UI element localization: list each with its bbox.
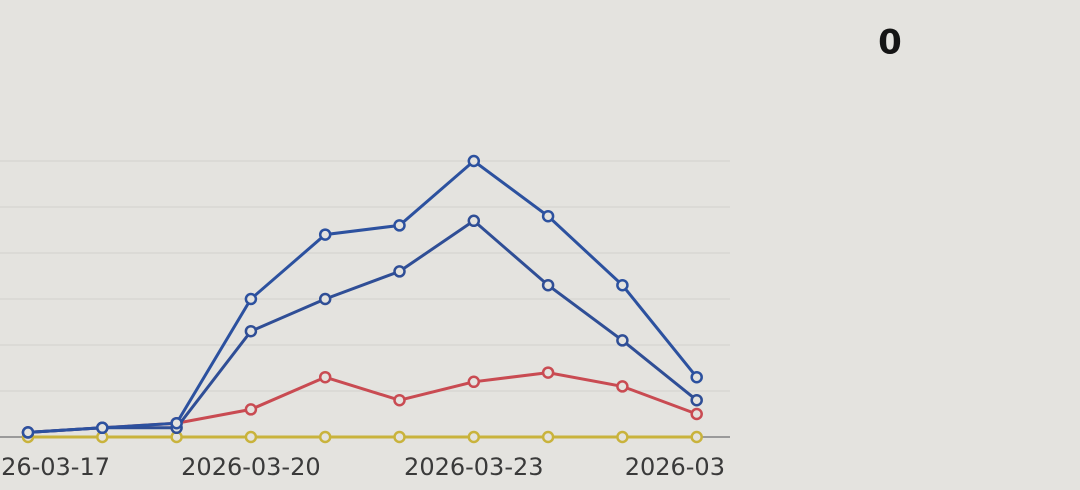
data-point (170, 416, 183, 430)
data-point (616, 380, 629, 393)
corner-value: 0 (878, 23, 902, 63)
data-point (318, 370, 332, 384)
x-tick-label: 2026-03 (625, 453, 725, 481)
data-point (541, 278, 555, 292)
data-point (541, 209, 555, 223)
data-point (244, 403, 258, 416)
data-point (690, 370, 703, 384)
series-line (27, 218, 698, 434)
data-point (393, 393, 406, 407)
data-point (244, 324, 258, 338)
data-point (616, 430, 629, 444)
series-line (27, 159, 698, 434)
data-point (690, 407, 703, 421)
data-point (616, 334, 629, 347)
data-point (467, 214, 481, 228)
x-tick-label: 2026-03-23 (404, 453, 543, 481)
data-point (393, 430, 406, 444)
x-tick-label: 2026-03-20 (181, 453, 320, 481)
data-point (690, 430, 703, 444)
data-point (244, 292, 258, 306)
data-point (541, 366, 555, 379)
data-point (467, 154, 481, 168)
data-point (393, 265, 406, 278)
data-point (541, 430, 555, 444)
data-point (318, 228, 332, 241)
data-point (318, 292, 332, 306)
data-point (393, 219, 406, 232)
data-point (467, 430, 481, 444)
data-point (21, 426, 35, 439)
data-point (318, 430, 332, 444)
data-point (467, 375, 481, 389)
x-tick-label: 26-03-17 (1, 453, 110, 481)
data-point (96, 421, 109, 435)
data-point (616, 278, 629, 292)
data-point (244, 430, 258, 444)
data-point (690, 393, 703, 407)
